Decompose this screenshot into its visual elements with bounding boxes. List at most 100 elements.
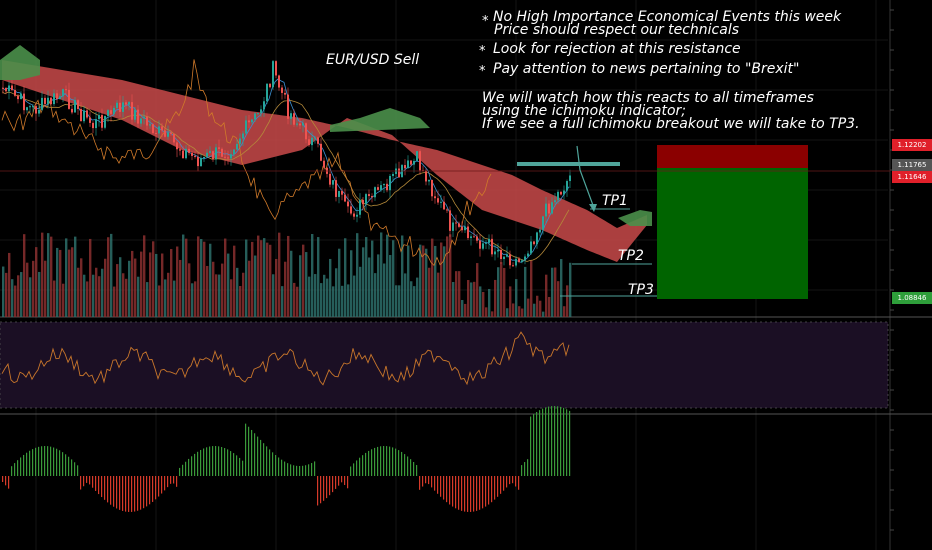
candle-body [152,124,154,133]
macd-bar [521,465,523,476]
macd-bar [275,455,277,476]
volume-bar [137,276,140,317]
volume-bar [245,239,248,317]
candle-body [104,116,106,128]
volume-bar [539,300,542,317]
macd-bar [44,446,46,476]
volume-bar [362,247,365,317]
candle-body [509,254,511,266]
volume-bar [92,274,95,317]
volume-bar [467,280,470,317]
note-4-line-2: using the ichimoku indicator; [482,103,687,119]
candle-body [221,148,223,157]
volume-bar [197,236,200,317]
candle-body [488,238,490,243]
candle-body [56,93,58,100]
macd-bar [251,429,253,476]
candle-body [371,196,373,198]
candle-body [158,126,160,134]
macd-bar [149,476,151,505]
stop-loss-zone[interactable] [657,145,808,168]
candle-body [101,115,103,128]
macd-bar [206,447,208,476]
volume-bar [428,267,431,317]
candle-body [542,216,544,230]
volume-bar [116,264,119,317]
volume-bar [71,247,74,317]
candle-body [419,151,421,171]
macd-bar [509,476,511,485]
macd-bar [35,447,37,476]
candle-body [296,123,298,125]
candle-body [23,93,25,111]
macd-bar [278,457,280,476]
take-profit-zone[interactable] [657,168,808,299]
volume-bar [566,285,569,317]
candle-body [71,108,73,113]
volume-bar [242,272,245,317]
volume-bar [494,279,497,317]
candle-body [374,187,376,198]
candle-body [461,226,463,231]
volume-bar [548,296,551,317]
macd-bar [404,454,406,476]
candle-body [503,256,505,260]
macd-bar [68,456,70,476]
volume-bar [482,291,485,317]
candle-body [284,92,286,95]
candle-body [380,185,382,190]
candle-body [80,108,82,122]
volume-bar [257,235,260,317]
macd-bar [326,476,328,499]
macd-bar [128,476,130,512]
tp1-label: TP1 [602,193,628,209]
macd-bar [566,409,568,476]
macd-bar [548,406,550,476]
candle-body [161,126,163,131]
candle-body [323,160,325,168]
macd-bar [347,476,349,489]
volume-bar [14,285,17,317]
volume-bar [164,279,167,317]
macd-bar [257,436,259,476]
macd-bar [47,446,49,476]
candle-body [365,194,367,205]
candle-body [182,150,184,159]
candle-body [185,148,187,159]
volume-bar [473,281,476,317]
candle-body [533,241,535,245]
candle-body [383,183,385,186]
candle-body [329,173,331,185]
tp2-label: TP2 [618,248,644,264]
volume-bar [542,311,545,317]
macd-bar [359,457,361,476]
volume-bar [284,261,287,317]
volume-bar [134,258,137,317]
candle-body [143,116,145,119]
projection-arrow[interactable] [576,145,595,209]
volume-bar [512,303,515,317]
volume-bar [386,234,389,317]
volume-bar [551,267,554,317]
price-label-entry: 1.11646 [892,171,932,183]
volume-bar [458,271,461,317]
volume-bar [20,272,23,317]
cloud-bull [330,108,430,132]
macd-bar [71,459,73,476]
volume-bar [275,258,278,317]
candle-body [407,160,409,169]
macd-bar [440,476,442,497]
volume-bar [332,286,335,317]
candle-body [188,148,190,153]
candle-body [506,254,508,257]
macd-bar [83,476,85,487]
volume-bar [329,258,332,317]
candle-body [95,119,97,129]
macd-bar [455,476,457,509]
macd-bar [17,460,19,476]
candle-body [110,110,112,114]
candle-body [551,202,553,214]
candle-body [500,249,502,260]
candle-body [194,155,196,157]
